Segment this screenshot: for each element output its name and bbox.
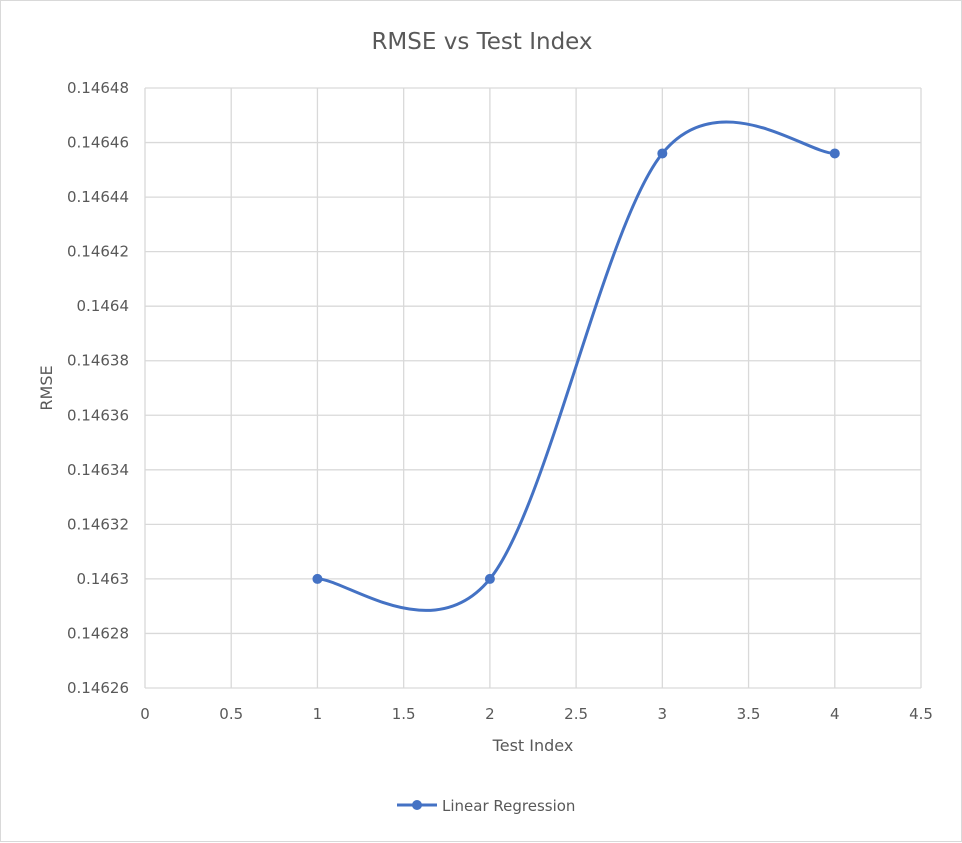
- y-tick-label: 0.14638: [67, 352, 129, 370]
- series-layer: [312, 120, 840, 612]
- data-point: [484, 573, 495, 584]
- x-tick-label: 2.5: [564, 705, 588, 723]
- y-axis-label: RMSE: [37, 365, 56, 410]
- legend-label: Linear Regression: [442, 797, 575, 815]
- x-tick-label: 3: [658, 705, 668, 723]
- x-axis-ticks: 0 0.5 1 1.5 2 2.5 3 3.5 4 4.5: [140, 705, 933, 723]
- y-tick-label: 0.1463: [77, 570, 130, 588]
- y-tick-label: 0.14636: [67, 406, 129, 424]
- y-tick-label: 0.1464: [77, 297, 130, 315]
- gridlines: [144, 87, 922, 689]
- y-tick-label: 0.14644: [67, 188, 129, 206]
- legend-marker: [412, 800, 422, 810]
- x-tick-label: 0.5: [219, 705, 243, 723]
- y-tick-label: 0.14632: [67, 515, 129, 533]
- data-point: [829, 148, 840, 159]
- y-axis-ticks: 0.14626 0.14628 0.1463 0.14632 0.14634 0.1463…: [67, 79, 129, 697]
- x-axis-label: Test Index: [492, 736, 574, 755]
- data-point: [312, 573, 323, 584]
- x-tick-label: 4: [830, 705, 840, 723]
- y-tick-label: 0.14646: [67, 134, 129, 152]
- chart-title: RMSE vs Test Index: [371, 29, 592, 55]
- x-tick-label: 2: [485, 705, 495, 723]
- y-tick-label: 0.14648: [67, 79, 129, 97]
- y-tick-label: 0.14634: [67, 461, 129, 479]
- y-tick-label: 0.14628: [67, 624, 129, 642]
- x-tick-label: 3.5: [737, 705, 761, 723]
- y-tick-label: 0.14626: [67, 679, 129, 697]
- x-tick-label: 4.5: [909, 705, 933, 723]
- data-point: [657, 148, 668, 159]
- legend: Linear Regression: [397, 797, 575, 815]
- y-tick-label: 0.14642: [67, 243, 129, 261]
- x-tick-label: 1.5: [392, 705, 416, 723]
- x-tick-label: 0: [140, 705, 150, 723]
- series-line: [315, 120, 837, 612]
- x-tick-label: 1: [313, 705, 323, 723]
